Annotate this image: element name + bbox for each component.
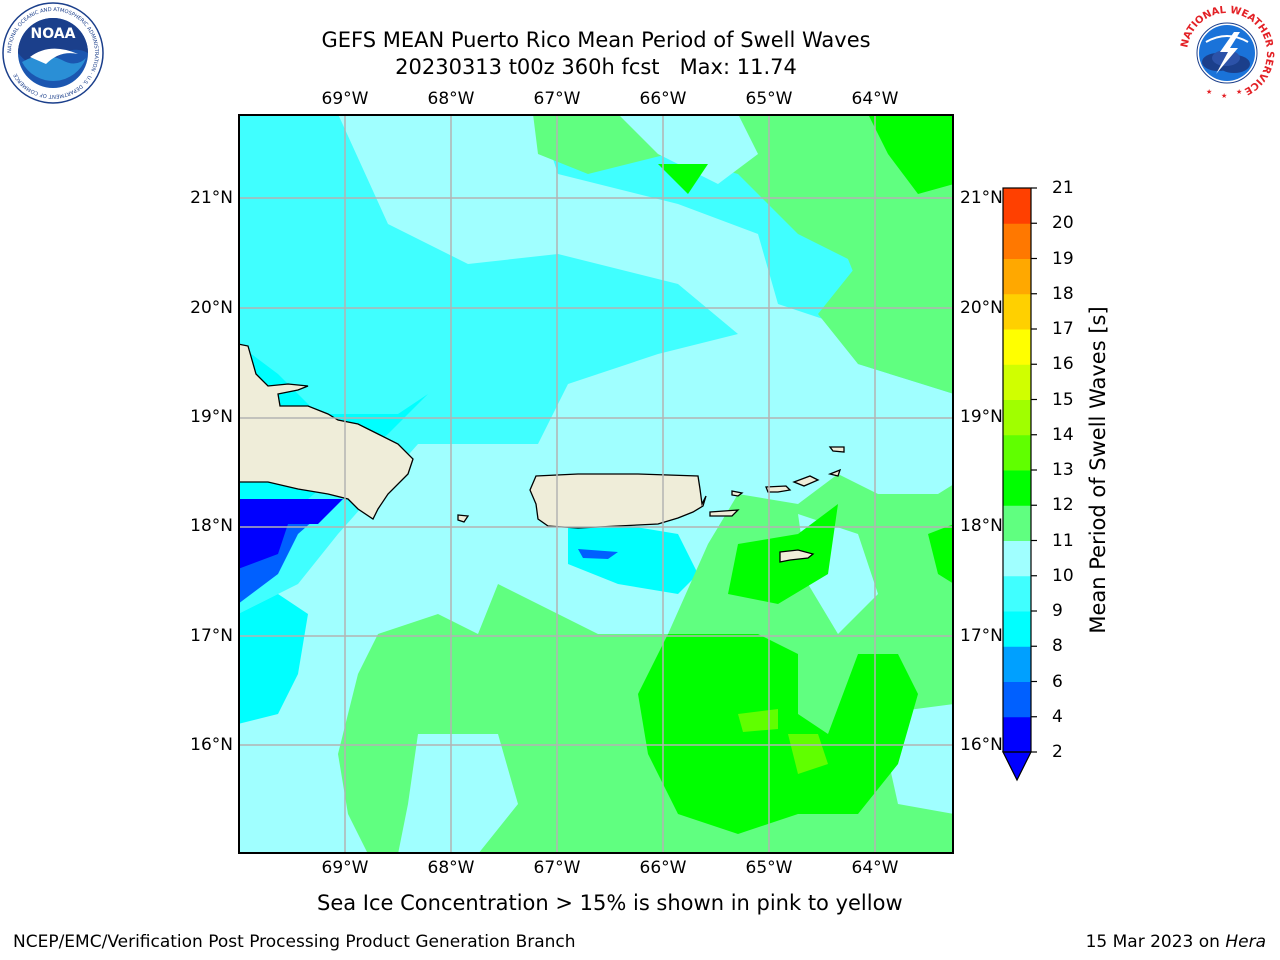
lat-tick-right: 18°N [960,516,1003,536]
svg-text:NOAA: NOAA [31,26,76,42]
footer-date: 15 Mar 2023 on Hera [1085,932,1266,952]
colorbar-tick-label: 17 [1052,319,1074,339]
colorbar-tick-label: 9 [1052,601,1063,621]
lat-tick-right: 20°N [960,298,1003,318]
colorbar-tick-label: 21 [1052,178,1074,198]
colorbar-tick-label: 12 [1052,495,1074,516]
colorbar-tick-label: 2 [1052,742,1063,762]
colorbar-tick-label: 4 [1052,706,1063,727]
colorbar-tick-label: 18 [1052,283,1074,304]
colorbar-tick-label: 16 [1052,354,1074,375]
colorbar-segment [1003,329,1031,365]
colorbar [1002,187,1037,782]
lon-tick-top: 69°W [321,89,369,109]
sea-ice-note: Sea Ice Concentration > 15% is shown in … [317,891,903,915]
noaa-logo: NATIONAL OCEANIC AND ATMOSPHERIC ADMINIS… [2,2,104,104]
lon-tick-bottom: 64°W [851,858,899,878]
lat-tick-left: 16°N [190,735,233,755]
lat-tick-left: 19°N [190,407,233,427]
lon-tick-bottom: 67°W [533,858,581,878]
svg-text:★: ★ [1221,92,1227,100]
map-title: GEFS MEAN Puerto Rico Mean Period of Swe… [321,28,871,52]
colorbar-tick-label: 19 [1052,248,1074,269]
colorbar-segment [1003,364,1031,400]
colorbar-tick-label: 14 [1052,424,1074,445]
colorbar-segment [1003,716,1031,753]
colorbar-tick-label: 8 [1052,636,1063,657]
colorbar-segment [1003,223,1031,259]
lon-tick-bottom: 65°W [745,858,793,878]
svg-text:★: ★ [1206,88,1212,96]
colorbar-segment [1003,575,1031,612]
lat-tick-left: 21°N [190,188,233,208]
colorbar-segment [1003,611,1031,647]
colorbar-tick-label: 13 [1052,460,1074,480]
lon-tick-top: 66°W [639,89,687,109]
lat-tick-left: 20°N [190,298,233,318]
map-subtitle-date: 20230313 t00z 360h fcst Max: 11.74 [395,55,797,79]
swell-period-map [238,114,954,854]
colorbar-tick-label: 15 [1052,389,1074,410]
colorbar-segment [1003,646,1031,682]
lon-tick-top: 65°W [745,89,793,109]
contour-under-2 [238,499,343,569]
land-masses [238,343,845,563]
colorbar-tick-label: 10 [1052,565,1074,586]
colorbar-tick-label: 6 [1052,671,1063,692]
colorbar-segment [1003,681,1031,718]
lat-tick-right: 19°N [960,407,1003,427]
colorbar-segment [1003,399,1031,436]
map-frame [238,114,954,854]
colorbar-tick-label: 11 [1052,530,1074,551]
colorbar-segments [1003,188,1031,753]
map-canvas [238,114,954,854]
lon-tick-bottom: 68°W [427,858,475,878]
lon-tick-bottom: 66°W [639,858,687,878]
lat-tick-right: 21°N [960,188,1003,208]
colorbar-segment [1003,470,1031,506]
colorbar-ticks [1031,187,1037,753]
colorbar-segment [1003,188,1031,224]
colorbar-extend-triangle [1002,751,1032,782]
colorbar-segment [1003,540,1031,577]
colorbar-segment [1003,505,1031,541]
lon-tick-top: 64°W [851,89,899,109]
lon-tick-top: 68°W [427,89,475,109]
puerto-rico [529,473,707,529]
colorbar-segment [1003,293,1031,330]
nws-logo: NATIONAL WEATHER SERVICE ★ ★ ★ [1177,3,1277,103]
graticule [238,114,954,854]
lat-tick-right: 17°N [960,626,1003,646]
hispaniola [238,343,414,520]
st-croix [779,549,815,563]
lat-tick-left: 18°N [190,516,233,536]
contour-11-12 [738,709,828,774]
lon-tick-bottom: 69°W [321,858,369,878]
colorbar-tick-label: 20 [1052,213,1074,234]
lat-tick-left: 17°N [190,626,233,646]
contour-9-10 [338,114,954,854]
lat-tick-right: 16°N [960,735,1003,755]
footer-credit: NCEP/EMC/Verification Post Processing Pr… [13,932,576,952]
svg-text:★: ★ [1236,88,1242,96]
colorbar-segment [1003,258,1031,295]
colorbar-segment [1003,434,1031,471]
lon-tick-top: 67°W [533,89,581,109]
